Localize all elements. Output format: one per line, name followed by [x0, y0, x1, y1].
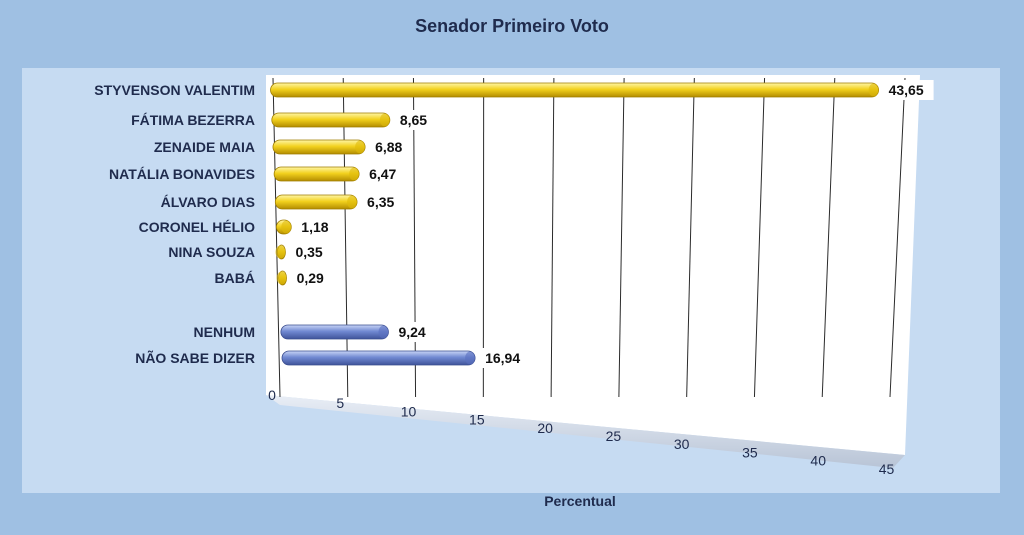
data-label-background	[293, 268, 334, 288]
data-label: 6,35	[367, 194, 394, 210]
data-label-background	[292, 242, 333, 262]
category-label: NINA SOUZA	[168, 244, 255, 260]
bar-end-cap	[281, 220, 292, 234]
data-label-background	[364, 192, 404, 212]
category-label: NENHUM	[194, 324, 255, 340]
bar-end-cap	[355, 140, 366, 154]
data-label-background	[298, 217, 338, 237]
bar	[274, 194, 358, 210]
data-label-background	[366, 164, 406, 184]
category-label: FÁTIMA BEZERRA	[131, 112, 255, 128]
x-tick-label: 35	[742, 444, 758, 460]
x-tick-label: 45	[879, 461, 895, 477]
category-label: BABÁ	[215, 270, 255, 286]
bar-end-cap	[275, 245, 286, 259]
gridline	[753, 77, 766, 398]
gridline	[889, 77, 906, 398]
category-label: CORONEL HÉLIO	[139, 219, 256, 235]
gridline	[272, 77, 281, 398]
bar	[273, 166, 360, 182]
data-label-background	[885, 80, 934, 100]
gridline	[821, 77, 836, 398]
data-label: 43,65	[889, 82, 924, 98]
data-label-background	[395, 322, 436, 342]
plot-floor	[266, 395, 905, 468]
data-label: 8,65	[400, 112, 427, 128]
gridline	[342, 77, 349, 398]
x-tick-label: 15	[469, 412, 485, 428]
x-tick-label: 10	[401, 403, 417, 419]
x-tick-label: 5	[336, 395, 344, 411]
bar-end-cap	[347, 195, 358, 209]
category-label: STYVENSON VALENTIM	[94, 82, 255, 98]
bar-end-cap	[379, 113, 390, 127]
category-label: ÁLVARO DIAS	[161, 194, 255, 210]
gridline	[550, 77, 555, 398]
gridline	[686, 77, 695, 398]
plot-back-wall	[266, 75, 920, 455]
bar	[271, 112, 391, 128]
data-label: 16,94	[485, 350, 520, 366]
x-axis-title: Percentual	[544, 493, 616, 509]
bar-end-cap	[465, 351, 476, 365]
bar-end-cap	[349, 167, 360, 181]
x-tick-label: 30	[674, 436, 690, 452]
category-label: NÃO SABE DIZER	[135, 349, 255, 366]
category-label: ZENAIDE MAIA	[154, 139, 255, 155]
data-label-background	[396, 110, 437, 130]
x-tick-label: 25	[606, 428, 622, 444]
bar-end-cap	[378, 325, 389, 339]
bar	[280, 324, 389, 340]
bar	[270, 82, 880, 98]
chart-title: Senador Primeiro Voto	[415, 16, 609, 36]
bar-end-cap	[276, 271, 287, 285]
category-label: NATÁLIA BONAVIDES	[109, 166, 255, 182]
data-label-background	[372, 137, 412, 157]
x-tick-label: 20	[537, 420, 553, 436]
gridline	[412, 77, 417, 398]
data-label-background	[482, 348, 531, 368]
data-label: 0,35	[295, 244, 322, 260]
bar	[281, 350, 476, 366]
x-tick-label: 40	[810, 453, 826, 469]
bar-end-cap	[868, 83, 879, 97]
data-label: 0,29	[297, 270, 324, 286]
bar	[272, 139, 366, 155]
data-label: 6,88	[375, 139, 402, 155]
x-tick-label: 0	[268, 387, 276, 403]
data-label: 1,18	[301, 219, 328, 235]
data-label: 6,47	[369, 166, 396, 182]
gridline	[618, 77, 625, 398]
data-label: 9,24	[398, 324, 425, 340]
